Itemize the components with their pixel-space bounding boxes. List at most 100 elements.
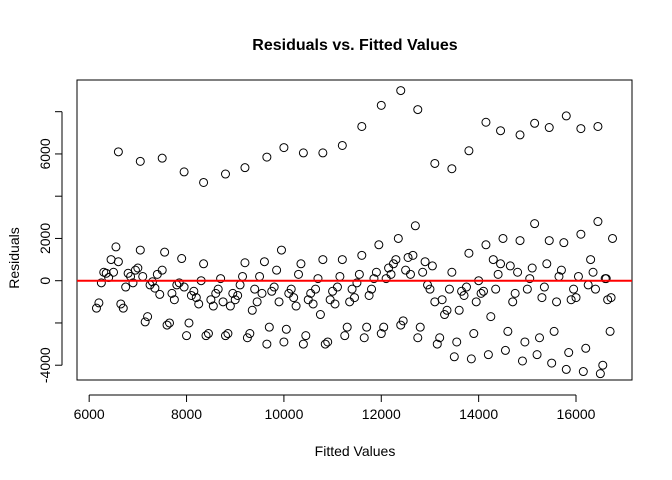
scatter-point — [530, 219, 540, 229]
scatter-point — [586, 255, 596, 265]
scatter-point — [559, 238, 569, 248]
scatter-point — [547, 358, 557, 368]
scatter-point — [262, 339, 272, 349]
scatter-point — [252, 297, 262, 307]
scatter-point — [130, 265, 140, 275]
scatter-point — [318, 255, 328, 265]
scatter-point — [544, 123, 554, 133]
scatter-point — [483, 350, 493, 360]
chart-title: Residuals vs. Fitted Values — [252, 37, 458, 54]
y-axis-label: Residuals — [6, 227, 22, 288]
scatter-point — [135, 156, 145, 166]
scatter-point — [308, 299, 318, 309]
scatter-point — [576, 124, 586, 134]
scatter-point — [459, 290, 469, 300]
scatter-point — [539, 282, 549, 292]
scatter-point — [413, 105, 423, 115]
scatter-point — [213, 284, 223, 294]
scatter-point — [255, 271, 265, 281]
scatter-point — [415, 322, 425, 332]
scatter-point — [350, 293, 359, 303]
scatter-point — [238, 271, 248, 281]
scatter-point — [408, 250, 418, 260]
scatter-point — [211, 288, 221, 298]
scatter-point — [220, 169, 230, 179]
scatter-point — [325, 295, 335, 305]
scatter-point — [391, 255, 401, 265]
scatter-point — [552, 297, 562, 307]
scatter-point — [162, 320, 172, 330]
scatter-point — [140, 317, 150, 327]
scatter-point — [488, 255, 498, 265]
scatter-point — [281, 324, 291, 334]
scatter-point — [177, 254, 187, 264]
scatter-point — [109, 267, 119, 277]
scatter-point — [167, 288, 177, 298]
scatter-point — [608, 233, 618, 243]
scatter-point — [447, 164, 457, 174]
y-tick-label: 0 — [37, 277, 53, 285]
scatter-point — [111, 242, 121, 252]
x-axis: 6000 8000 10000 12000 14000 16000 — [74, 394, 596, 422]
scatter-point — [444, 284, 454, 294]
scatter-point — [359, 333, 369, 343]
scatter-point — [323, 337, 333, 347]
scatter-point — [481, 240, 491, 250]
scatter-point — [340, 331, 350, 341]
scatter-point — [427, 261, 437, 271]
scatter-point — [320, 339, 330, 349]
scatter-point — [561, 364, 571, 374]
x-tick-label: 12000 — [362, 406, 401, 422]
scatter-point — [362, 322, 372, 332]
scatter-point — [530, 118, 540, 128]
scatter-point — [398, 316, 408, 326]
scatter-point — [464, 248, 474, 258]
x-tick-label: 10000 — [264, 406, 303, 422]
scatter-point — [532, 350, 542, 360]
scatter-point — [240, 163, 250, 173]
scatter-point — [447, 267, 457, 277]
scatter-point — [367, 284, 377, 294]
scatter-point — [556, 265, 566, 275]
scatter-point — [347, 284, 357, 294]
scatter-point — [199, 259, 209, 269]
scatter-point — [106, 255, 116, 265]
scatter-point — [388, 259, 398, 269]
scatter-point — [496, 126, 506, 136]
scatter-point — [155, 289, 165, 299]
scatter-point — [279, 337, 289, 347]
scatter-point — [430, 158, 440, 168]
scatter-point — [464, 146, 474, 156]
scatter-point — [182, 331, 192, 341]
scatter-point — [240, 258, 250, 268]
scatter-point — [601, 274, 611, 284]
scatter-point — [396, 86, 406, 96]
scatter-point — [279, 143, 289, 153]
scatter-point — [274, 297, 284, 307]
x-tick-label: 16000 — [557, 406, 596, 422]
scatter-point — [573, 271, 583, 281]
scatter-point — [393, 233, 403, 243]
scatter-point — [247, 305, 257, 315]
scatter-point — [505, 261, 515, 271]
scatter-point — [410, 221, 420, 231]
scatter-point — [522, 284, 532, 294]
scatter-point — [515, 236, 525, 246]
scatter-point — [245, 329, 255, 339]
scatter-point — [510, 288, 520, 298]
scatter-point — [405, 269, 415, 279]
scatter-point — [191, 293, 201, 303]
scatter-point — [374, 240, 384, 250]
scatter-point — [294, 269, 304, 279]
scatter-point — [571, 293, 581, 303]
x-tick-label: 8000 — [171, 406, 202, 422]
scatter-point — [286, 284, 296, 294]
scatter-point — [561, 111, 571, 121]
scatter-point — [466, 354, 476, 364]
scatter-point — [442, 305, 452, 315]
scatter-point — [94, 298, 104, 308]
scatter-point — [527, 263, 537, 273]
scatter-point — [593, 121, 603, 131]
scatter-point — [160, 247, 170, 257]
y-tick-label: 6000 — [37, 138, 53, 169]
